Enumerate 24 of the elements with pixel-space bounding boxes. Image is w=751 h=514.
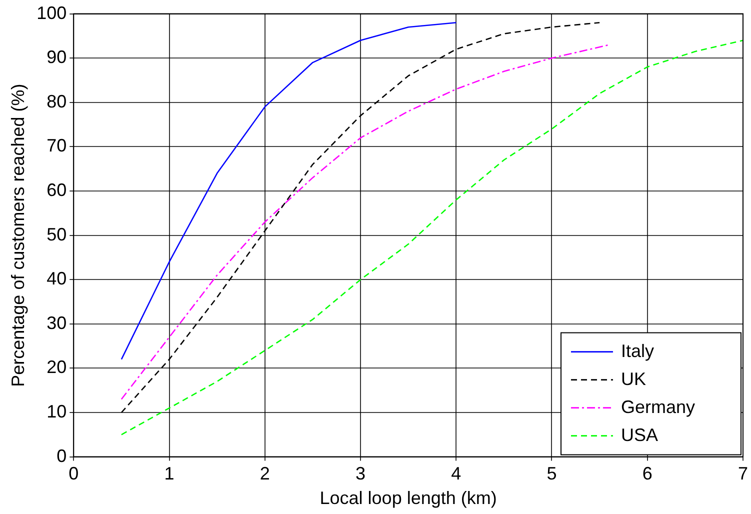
y-axis-title: Percentage of customers reached (%) (8, 84, 28, 387)
x-axis-title: Local loop length (km) (320, 488, 497, 508)
x-tick-label: 7 (738, 464, 748, 484)
y-tick-label: 50 (46, 224, 67, 244)
x-tick-label: 3 (355, 464, 366, 484)
y-tick-label: 80 (46, 91, 67, 112)
legend-label: Germany (620, 396, 696, 417)
x-tick-label: 6 (642, 464, 652, 484)
x-tick-label: 1 (164, 464, 174, 484)
y-tick-label: 30 (46, 312, 67, 333)
y-tick-label: 100 (36, 2, 67, 23)
x-tick-label: 2 (260, 464, 270, 484)
y-tick-label: 40 (46, 268, 67, 289)
legend-label: USA (620, 424, 658, 445)
legend-label: UK (620, 368, 646, 389)
y-tick-label: 20 (46, 357, 67, 378)
x-tick-label: 4 (451, 464, 462, 484)
y-tick-label: 70 (46, 136, 67, 156)
legend-label: Italy (620, 340, 654, 361)
y-tick-label: 90 (46, 47, 67, 68)
y-tick-label: 60 (46, 180, 67, 200)
y-tick-label: 0 (56, 446, 67, 466)
y-tick-label: 10 (46, 401, 67, 422)
x-tick-label: 5 (546, 464, 557, 484)
